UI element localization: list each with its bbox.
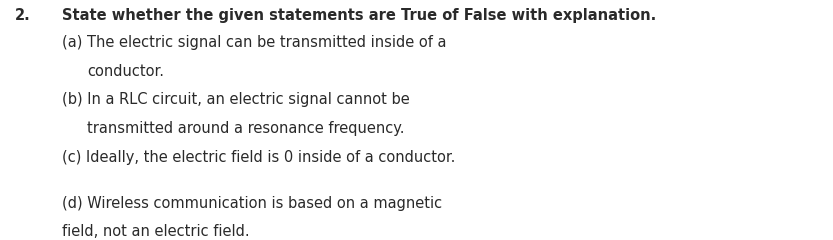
Text: (a) The electric signal can be transmitted inside of a: (a) The electric signal can be transmitt… xyxy=(62,35,447,50)
Text: transmitted around a resonance frequency.: transmitted around a resonance frequency… xyxy=(87,121,405,136)
Text: State whether the given statements are True of False with explanation.: State whether the given statements are T… xyxy=(62,8,656,24)
Text: (c) Ideally, the electric field is 0 inside of a conductor.: (c) Ideally, the electric field is 0 ins… xyxy=(62,150,456,165)
Text: conductor.: conductor. xyxy=(87,64,164,79)
Text: (b) In a RLC circuit, an electric signal cannot be: (b) In a RLC circuit, an electric signal… xyxy=(62,92,410,108)
Text: (d) Wireless communication is based on a magnetic: (d) Wireless communication is based on a… xyxy=(62,196,442,211)
Text: 2.: 2. xyxy=(15,8,31,24)
Text: field, not an electric field.: field, not an electric field. xyxy=(62,224,250,239)
